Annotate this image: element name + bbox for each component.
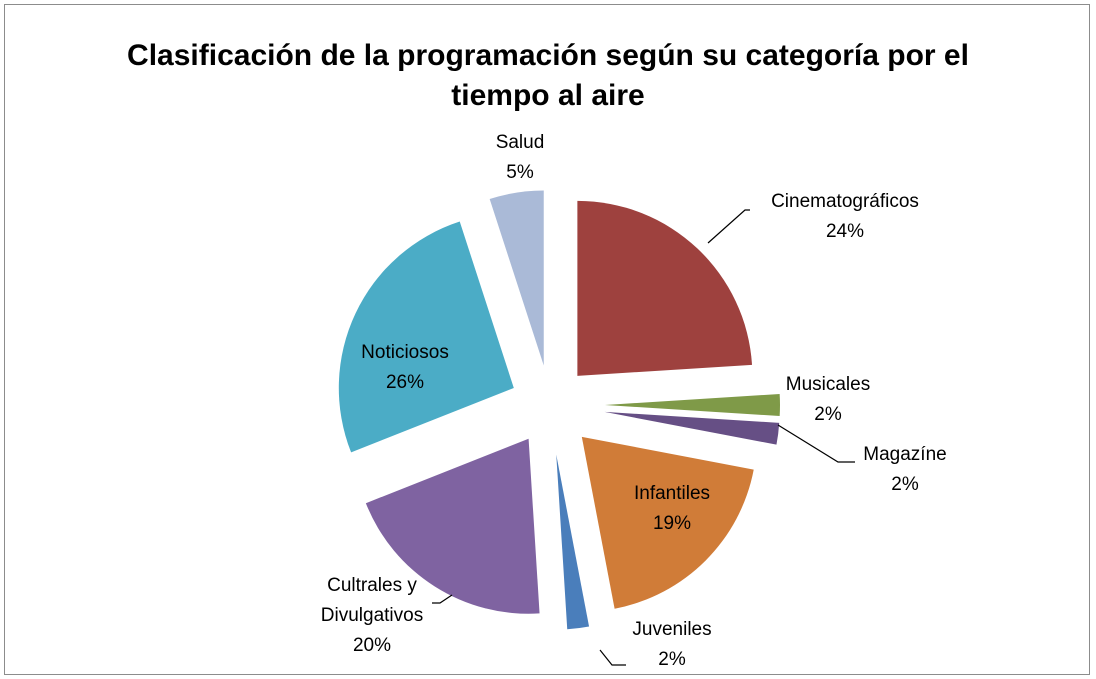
data-label: Cinematográficos 24% xyxy=(725,187,965,247)
value-label: 2% xyxy=(814,404,842,425)
value-label: 26% xyxy=(385,372,425,393)
value-label: 24% xyxy=(825,221,865,242)
value-label: 2% xyxy=(658,649,686,670)
pie-slice xyxy=(604,411,780,445)
data-label: Musicales 2% xyxy=(758,370,898,430)
data-label: Salud 5% xyxy=(450,128,590,188)
pie-slice xyxy=(365,438,540,614)
category-label: Musicales xyxy=(785,374,871,395)
value-label: 19% xyxy=(652,513,692,534)
leader-line xyxy=(777,424,855,463)
leader-line xyxy=(707,209,750,244)
leader-line xyxy=(599,649,626,666)
pie-slice xyxy=(556,454,590,630)
chart-frame xyxy=(4,4,1090,675)
value-label: 5% xyxy=(506,162,534,183)
data-label: Magazíne 2% xyxy=(835,440,975,500)
category-label: Infantiles xyxy=(633,483,711,504)
category-label: Noticiosos xyxy=(361,342,449,363)
category-label: Juveniles xyxy=(632,619,712,640)
data-label: Cultrales y Divulgativos 20% xyxy=(297,571,447,661)
category-label: Cultrales y Divulgativos xyxy=(320,575,424,626)
data-label: Noticiosos 26% xyxy=(335,338,475,398)
pie-slice xyxy=(577,200,753,376)
leader-line xyxy=(432,594,453,604)
value-label: 2% xyxy=(891,474,919,495)
pie-slice xyxy=(338,221,514,453)
category-label: Cinematográficos xyxy=(771,191,919,212)
value-label: 20% xyxy=(352,635,392,656)
category-label: Salud xyxy=(495,132,545,153)
data-label: Juveniles 2% xyxy=(602,615,742,675)
pie-slice xyxy=(489,190,544,366)
category-label: Magazíne xyxy=(863,444,947,465)
pie-slice xyxy=(605,394,781,416)
data-label: Infantiles 19% xyxy=(602,479,742,539)
chart-title: Clasificación de la programación según s… xyxy=(127,39,969,112)
pie-slice xyxy=(581,436,754,609)
